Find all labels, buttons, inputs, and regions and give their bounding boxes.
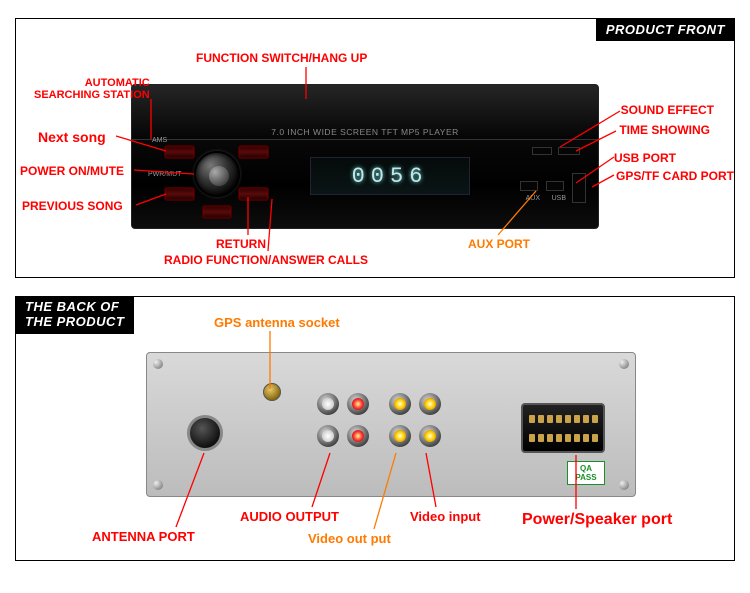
rca-jack-7[interactable] [419,425,441,447]
usb-port[interactable] [546,181,564,191]
rca-jack-2[interactable] [317,425,339,447]
pwr-label: PWR/MUT [148,171,181,178]
callout-video-input: Video input [410,509,481,524]
gps-antenna-socket[interactable] [263,383,281,401]
sound-effect-button[interactable] [532,147,552,155]
callout-next-song: Next song [38,129,106,145]
rca-jack-1[interactable] [347,393,369,415]
volume-knob[interactable] [194,151,240,197]
callout-usb-port: USB PORT [614,151,676,165]
front-panel: PRODUCT FRONT 7.0 INCH WIDE SCREEN TFT M… [15,18,735,278]
back-title: THE BACK OF THE PRODUCT [15,296,134,334]
rca-jack-3[interactable] [347,425,369,447]
callout-function-switch: FUNCTION SWITCH/HANG UP [196,51,367,65]
callout-sound-effect: SOUND EFFECT [621,103,714,117]
stereo-screen-label: 7.0 INCH WIDE SCREEN TFT MP5 PLAYER [271,127,459,137]
callout-time-showing: TIME SHOWING [619,123,710,137]
rca-jack-5[interactable] [419,393,441,415]
rca-jack-4[interactable] [389,393,411,415]
ams-label: AMS [152,137,167,144]
callout-antenna-port: ANTENNA PORT [92,529,195,544]
qa-sticker: QA PASS [567,461,605,485]
callout-power-speaker: Power/Speaker port [522,511,672,529]
qa-bottom: PASS [575,473,596,482]
callout-power-on: POWER ON/MUTE [20,164,124,178]
rca-jack-6[interactable] [389,425,411,447]
return-button[interactable] [238,145,269,159]
callout-aux-port: AUX PORT [468,237,530,251]
tf-card-port[interactable] [572,173,586,203]
callout-radio-function: RADIO FUNCTION/ANSWER CALLS [164,253,368,267]
back-unit: QA PASS [146,352,636,497]
aux-port[interactable] [520,181,538,191]
stereo-unit: 7.0 INCH WIDE SCREEN TFT MP5 PLAYER AMS … [131,84,599,229]
back-panel: THE BACK OF THE PRODUCT QA PASS GPS ante… [15,296,735,561]
rca-jack-0[interactable] [317,393,339,415]
callout-auto-search: AUTOMATIC SEARCHING STATION [34,77,150,101]
previous-song-button[interactable] [164,187,195,201]
callout-video-output: Video out put [308,531,391,546]
front-title: PRODUCT FRONT [596,18,735,41]
next-song-button[interactable] [164,145,195,159]
aux-label: AUX [526,195,540,202]
power-speaker-port[interactable] [521,403,605,453]
stereo-display: 0056 [310,157,470,195]
callout-previous-song: PREVIOUS SONG [22,199,123,213]
callout-audio-output: AUDIO OUTPUT [240,509,339,524]
callout-gps-antenna: GPS antenna socket [214,315,340,330]
display-value: 0056 [352,164,429,189]
antenna-port[interactable] [187,415,223,451]
callout-return: RETURN [216,237,266,251]
band-button[interactable] [202,205,232,219]
radio-function-button[interactable] [238,187,269,201]
callout-gps-tf: GPS/TF CARD PORT [616,169,734,183]
time-button[interactable] [558,147,580,155]
qa-top: QA [580,464,592,473]
usb-label: USB [552,195,566,202]
